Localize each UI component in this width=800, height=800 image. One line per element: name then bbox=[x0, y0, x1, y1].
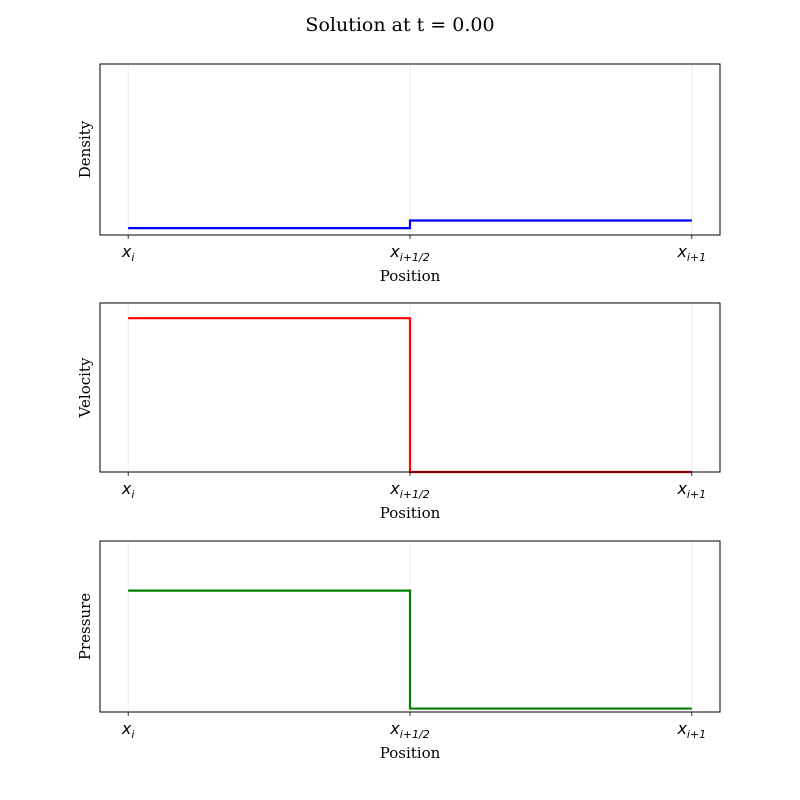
x-tick-label: xi+1 bbox=[676, 719, 706, 741]
x-tick-label: xi+1/2 bbox=[389, 719, 429, 741]
y-axis-label: Velocity bbox=[76, 357, 94, 418]
pressure-panel: xi xi+1/2 xi+1 Position Pressure bbox=[76, 540, 721, 762]
x-tick-label: xi bbox=[121, 479, 135, 501]
x-axis-label: Position bbox=[380, 267, 441, 285]
y-axis-label: Density bbox=[76, 120, 94, 178]
x-tick-label: xi+1/2 bbox=[389, 242, 429, 264]
x-tick-label: xi+1 bbox=[676, 242, 706, 264]
density-series-line bbox=[128, 219, 692, 230]
x-axis-label: Position bbox=[380, 744, 441, 762]
y-axis-label: Pressure bbox=[76, 593, 94, 660]
figure-title: Solution at t = 0.00 bbox=[305, 14, 494, 36]
velocity-series-line bbox=[128, 317, 692, 474]
x-axis-label: Position bbox=[380, 504, 441, 522]
x-tick-label: xi bbox=[121, 719, 135, 741]
x-tick-label: xi+1 bbox=[676, 479, 706, 501]
x-tick-label: xi+1/2 bbox=[389, 479, 429, 501]
pressure-series-line bbox=[128, 589, 692, 710]
velocity-panel: xi xi+1/2 xi+1 Position Velocity bbox=[76, 302, 721, 522]
x-tick-label: xi bbox=[121, 242, 135, 264]
panels: xi xi+1/2 xi+1 Position Density xi xi+1/2 xi+1 P… bbox=[76, 63, 721, 762]
density-panel: xi xi+1/2 xi+1 Position Density bbox=[76, 63, 721, 285]
